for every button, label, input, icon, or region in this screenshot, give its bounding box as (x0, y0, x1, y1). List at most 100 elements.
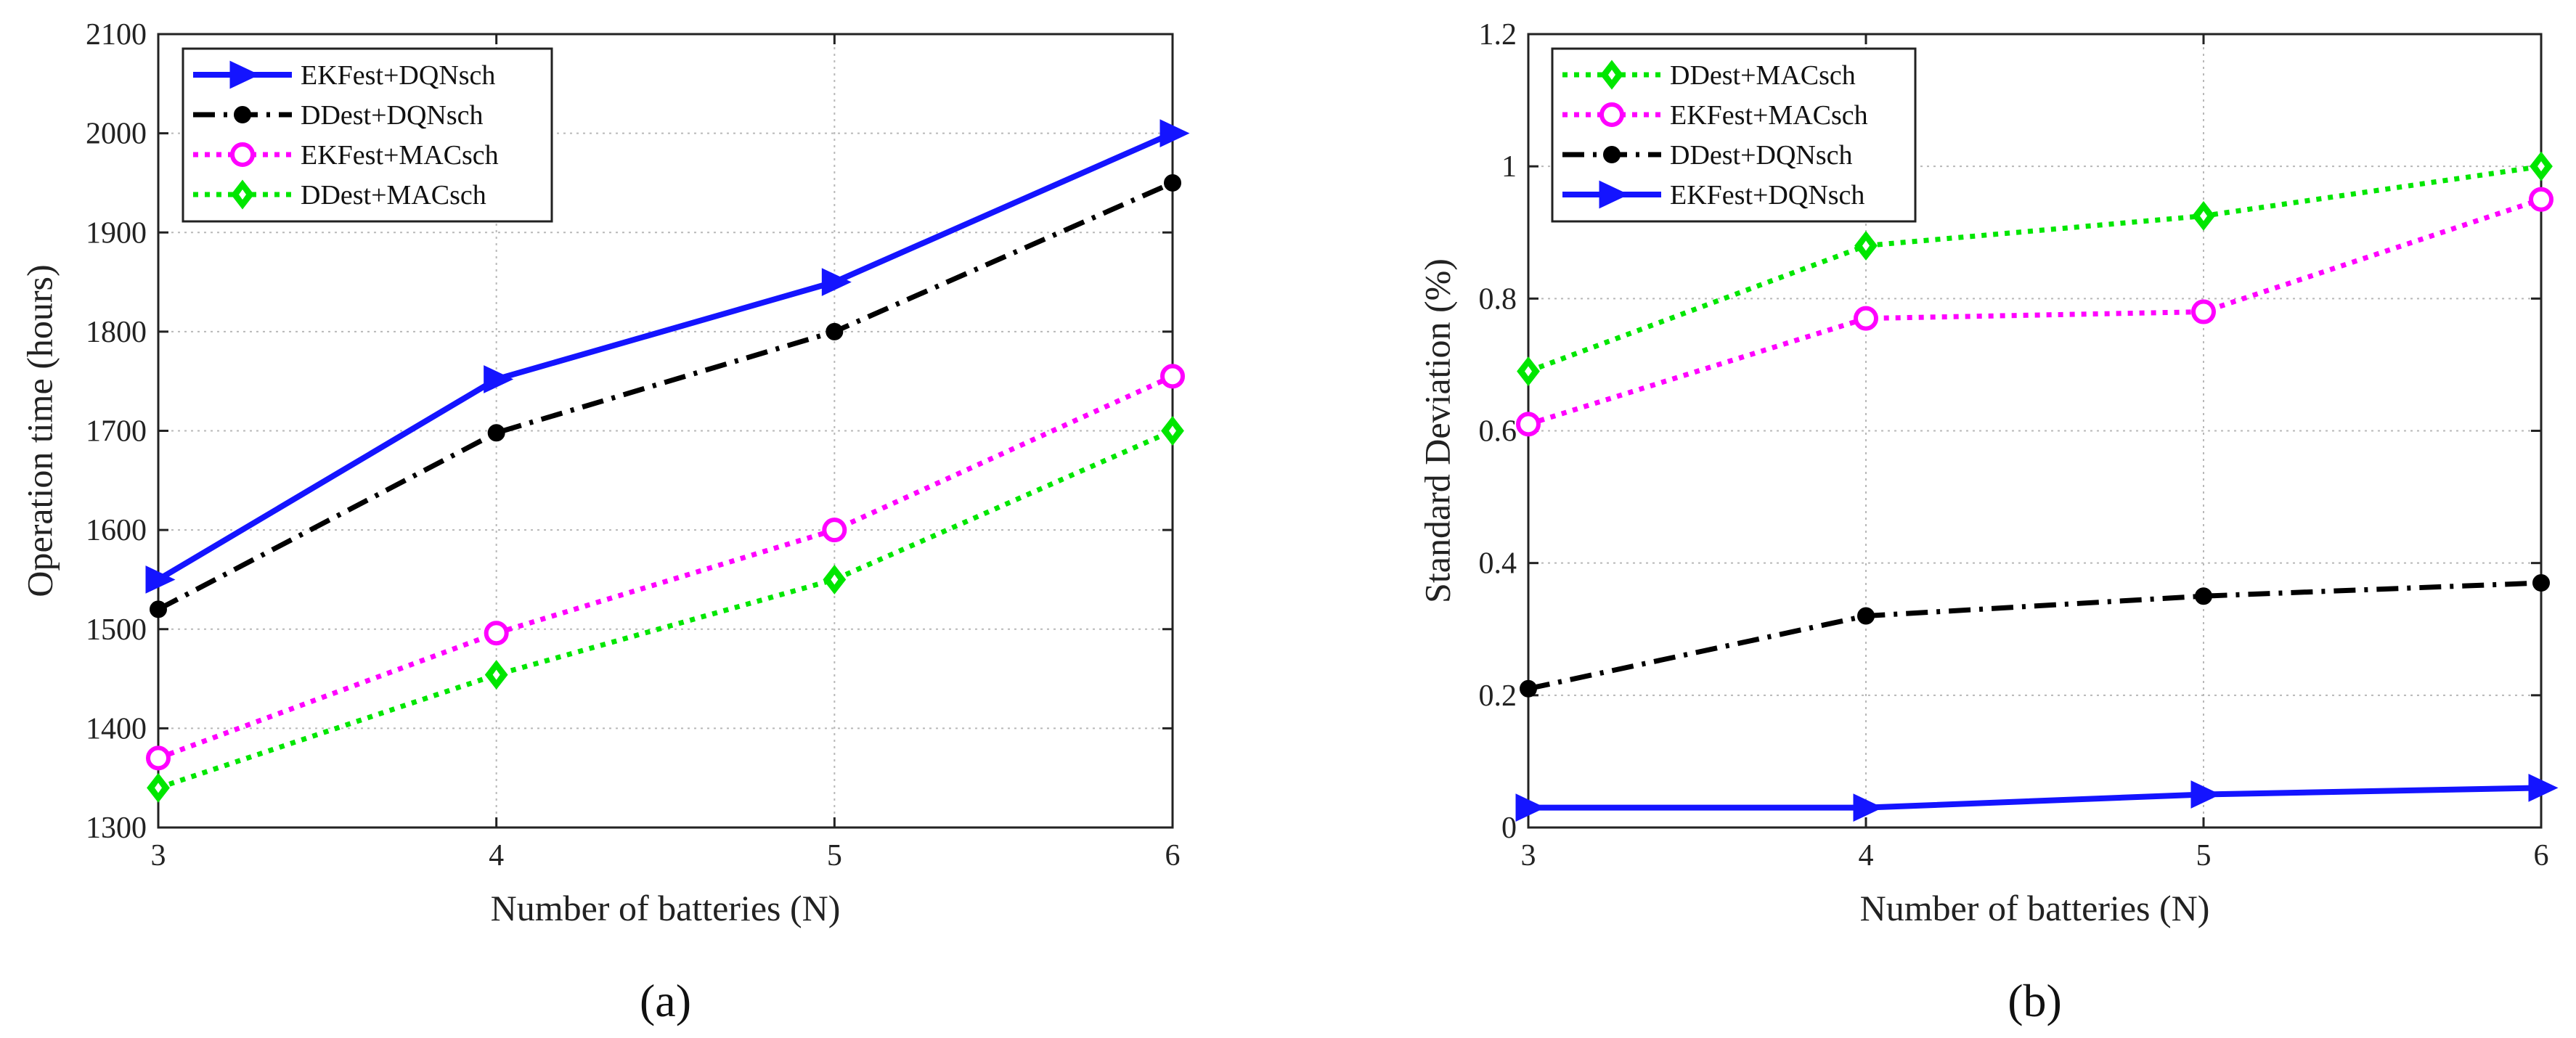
x-tick-label: 5 (2196, 839, 2212, 873)
series-line-ekfest-macsch (157, 374, 1174, 761)
series-ekfest-dqnsch (1515, 773, 2559, 822)
x-tick-label: 5 (827, 839, 842, 873)
data-point-ddest-macsch-marker-inner (831, 574, 839, 585)
data-point-ekfest-dqnsch (484, 365, 514, 393)
data-point-ddest-dqnsch (2195, 587, 2212, 605)
data-point-ddest-macsch-marker-inner (2538, 161, 2545, 172)
data-point-ekfest-macsch (2191, 299, 2216, 324)
legend-item: EKFest+DQNsch (193, 60, 495, 91)
legend-item: EKFest+MACsch (1562, 100, 1868, 131)
y-tick-label: 1700 (86, 415, 147, 449)
series-line-ddest-macsch (157, 428, 1174, 790)
y-tick-label: 1 (1501, 150, 1517, 184)
y-tick-label: 1800 (86, 316, 147, 349)
data-point-ekfest-macsch (1160, 364, 1185, 389)
y-tick-label: 1300 (86, 812, 147, 845)
data-point-ddest-dqnsch (487, 424, 505, 442)
legend-item: EKFest+DQNsch (1562, 180, 1864, 211)
series-ekfest-dqnsch (145, 119, 1190, 594)
chart-a: 1300 1400 1500 1600 1700 1800 1900 2000 2100 3 4 5 6… (19, 18, 1190, 1026)
legend-marker (229, 60, 260, 89)
y-axis-label: Operation time (hours) (19, 264, 60, 597)
data-point-ekfest-macsch (1854, 306, 1878, 331)
data-point-ddest-dqnsch (1857, 607, 1875, 625)
data-point-ddest-dqnsch (2532, 573, 2550, 592)
legend-marker (1599, 102, 1624, 127)
legend-marker (234, 106, 251, 123)
series-line-ddest-dqnsch (157, 180, 1174, 612)
data-point-ddest-dqnsch (826, 322, 844, 340)
x-tick-label: 4 (489, 839, 504, 873)
x-tick-label: 3 (151, 839, 166, 873)
series-ddest-macsch (147, 416, 1184, 803)
legend-label: EKFest+MACsch (1670, 100, 1868, 131)
legend-label: DDest+MACsch (1670, 60, 1856, 91)
legend-marker-marker-inner (1608, 70, 1615, 80)
legend: DDest+MACsch EKFest+MACsch DDest+DQNsch EKF… (1551, 47, 1917, 223)
data-point-ekfest-dqnsch (1515, 793, 1546, 822)
y-tick-label: 1.2 (1479, 18, 1517, 52)
legend-marker-marker-inner (239, 189, 246, 200)
legend-item: DDest+DQNsch (1562, 140, 1853, 171)
series-ekfest-macsch (146, 364, 1185, 771)
legend-label: EKFest+MACsch (301, 140, 499, 171)
data-point-ddest-macsch-marker-inner (1525, 366, 1532, 377)
legend-label: EKFest+DQNsch (301, 60, 495, 91)
data-point-ekfest-dqnsch (821, 268, 852, 296)
legend-marker (1599, 180, 1629, 209)
data-point-ddest-dqnsch (1520, 679, 1537, 698)
series-line-ekfest-dqnsch (156, 130, 1174, 582)
data-point-ekfest-dqnsch (2528, 773, 2559, 802)
data-point-ekfest-macsch (822, 518, 847, 543)
legend-label: DDest+DQNsch (1670, 140, 1853, 171)
x-tick-label: 4 (1859, 839, 1874, 873)
data-point-ddest-macsch-marker-inner (1862, 240, 1870, 251)
data-point-ddest-macsch-marker-inner (1169, 425, 1176, 436)
y-tick-label: 0.6 (1479, 415, 1517, 449)
series-ddest-dqnsch (150, 173, 1181, 618)
legend-item: DDest+MACsch (1562, 60, 1856, 91)
data-point-ekfest-macsch (484, 621, 509, 646)
data-point-ekfest-dqnsch (145, 565, 176, 594)
series-line-ekfest-macsch (1527, 197, 2543, 427)
legend-label: EKFest+DQNsch (1670, 180, 1864, 211)
x-tick-label: 6 (1165, 839, 1181, 873)
legend-item: DDest+DQNsch (193, 100, 484, 131)
series-line-ekfest-dqnsch (1528, 785, 2542, 811)
panel-label: (a) (640, 975, 691, 1026)
x-tick-label: 3 (1521, 839, 1536, 873)
data-point-ekfest-macsch (146, 745, 171, 771)
x-tick-label: 6 (2534, 839, 2549, 873)
y-tick-label: 0.8 (1479, 282, 1517, 316)
legend-label: DDest+MACsch (301, 180, 486, 211)
data-point-ekfest-macsch (2529, 187, 2553, 212)
legend-marker (1603, 146, 1621, 163)
data-point-ekfest-dqnsch (1853, 793, 1883, 822)
y-tick-label: 0.2 (1479, 679, 1517, 713)
data-point-ekfest-dqnsch (1159, 119, 1190, 147)
data-point-ddest-macsch-marker-inner (155, 782, 162, 793)
y-tick-label: 1900 (86, 216, 147, 250)
x-axis-label: Number of batteries (N) (1860, 888, 2210, 928)
legend-label: DDest+DQNsch (301, 100, 484, 131)
data-point-ekfest-dqnsch (2190, 780, 2221, 809)
data-point-ddest-dqnsch (150, 600, 167, 618)
data-point-ddest-macsch-marker-inner (2200, 211, 2207, 221)
chart-b: 0 0.2 0.4 0.6 0.8 1 1.2 3 4 5 6 DDest+MACsch EKFest+… (1417, 18, 2559, 1026)
series-line-ddest-dqnsch (1528, 580, 2542, 692)
y-tick-label: 0 (1501, 812, 1517, 845)
data-point-ekfest-macsch (1516, 412, 1541, 437)
legend: EKFest+DQNsch DDest+DQNsch EKFest+MACsch DD… (182, 47, 553, 223)
series-ddest-macsch (1517, 151, 2553, 386)
y-tick-label: 2100 (86, 18, 147, 52)
x-axis-label: Number of batteries (N) (491, 888, 841, 928)
series-ekfest-macsch (1516, 187, 2553, 437)
y-tick-label: 2000 (86, 118, 147, 151)
y-tick-label: 0.4 (1479, 547, 1517, 581)
legend-item: DDest+MACsch (193, 179, 486, 211)
y-tick-label: 1600 (86, 514, 147, 547)
data-point-ddest-macsch-marker-inner (492, 669, 500, 680)
data-point-ddest-dqnsch (1164, 173, 1181, 192)
y-axis-label: Standard Deviation (%) (1417, 258, 1457, 603)
